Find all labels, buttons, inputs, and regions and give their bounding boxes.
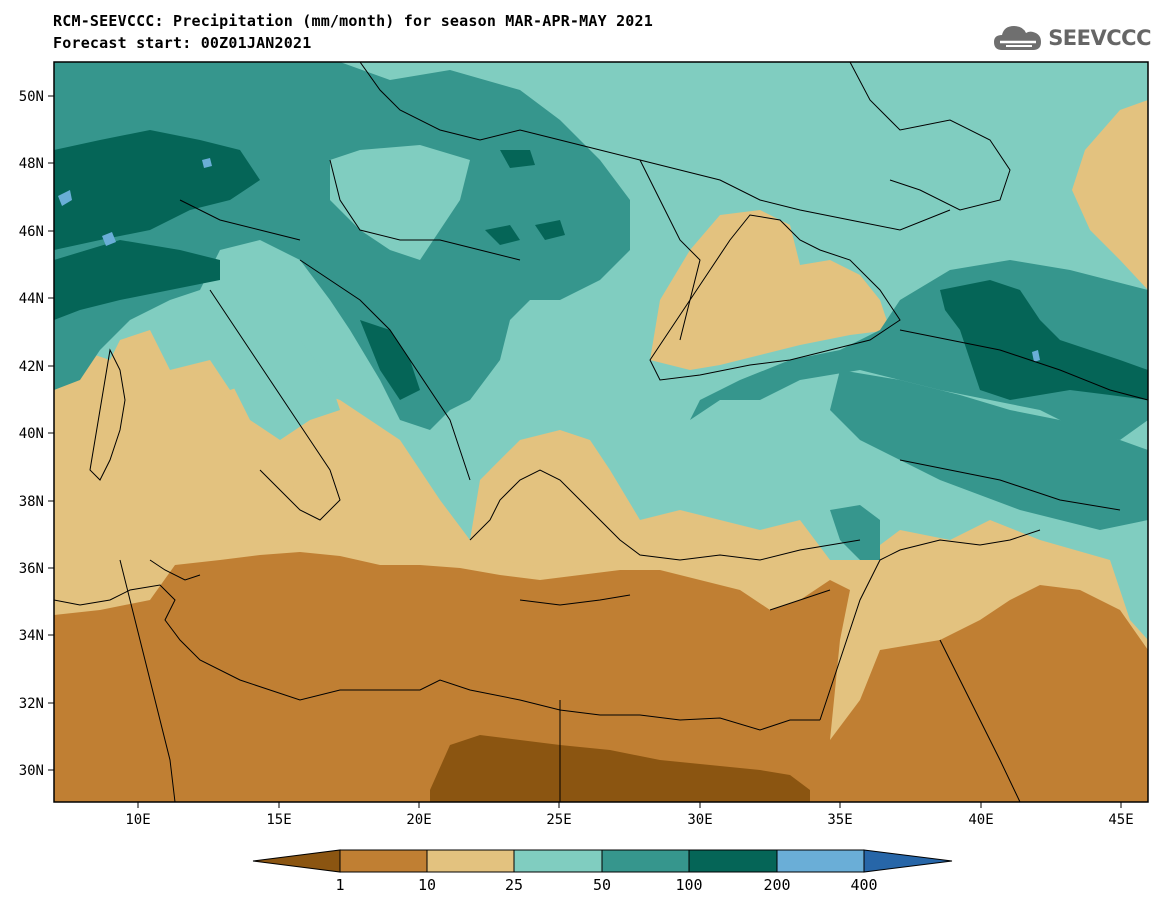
lon-label-20e: 20E bbox=[406, 812, 431, 828]
lat-label-46n: 46N bbox=[19, 224, 44, 240]
lon-label-30e: 30E bbox=[687, 812, 712, 828]
lon-label-10e: 10E bbox=[125, 812, 150, 828]
colorbar-swatch-above-400 bbox=[863, 849, 953, 873]
colorbar-swatch-below-1 bbox=[252, 849, 341, 873]
logo-text: SEEVCCC bbox=[1048, 26, 1151, 50]
lat-label-34n: 34N bbox=[19, 628, 44, 644]
colorbar-label: 200 bbox=[763, 876, 790, 894]
colorbar-label: 10 bbox=[418, 876, 436, 894]
lon-label-15e: 15E bbox=[266, 812, 291, 828]
lat-label-44n: 44N bbox=[19, 291, 44, 307]
lat-label-50n: 50N bbox=[19, 89, 44, 105]
lat-label-40n: 40N bbox=[19, 426, 44, 442]
lat-label-30n: 30N bbox=[19, 763, 44, 779]
colorbar bbox=[252, 849, 953, 873]
colorbar-labels: 1 10 25 50 100 200 400 bbox=[335, 876, 877, 894]
lat-label-48n: 48N bbox=[19, 156, 44, 172]
map-title: RCM-SEEVCCC: Precipitation (mm/month) fo… bbox=[53, 12, 653, 30]
longitude-axis: 10E 15E 20E 25E 30E 35E 40E 45E bbox=[125, 802, 1134, 828]
lon-label-35e: 35E bbox=[827, 812, 852, 828]
forecast-start-subtitle: Forecast start: 00Z01JAN2021 bbox=[53, 34, 312, 52]
colorbar-swatch-200-400 bbox=[776, 849, 865, 873]
lon-label-45e: 45E bbox=[1108, 812, 1133, 828]
coastlines bbox=[54, 62, 1148, 802]
colorbar-label: 25 bbox=[505, 876, 523, 894]
colorbar-label: 400 bbox=[850, 876, 877, 894]
seevccc-logo: SEEVCCC bbox=[992, 22, 1151, 54]
colorbar-swatch-1-10 bbox=[339, 849, 428, 873]
colorbar-label: 1 bbox=[335, 876, 344, 894]
lon-label-40e: 40E bbox=[968, 812, 993, 828]
colorbar-label: 50 bbox=[593, 876, 611, 894]
colorbar-label: 100 bbox=[675, 876, 702, 894]
colorbar-swatch-10-25 bbox=[426, 849, 515, 873]
lat-label-36n: 36N bbox=[19, 561, 44, 577]
lon-label-25e: 25E bbox=[546, 812, 571, 828]
colorbar-swatch-50-100 bbox=[601, 849, 690, 873]
latitude-axis: 50N 48N 46N 44N 42N 40N 38N 36N 34N 32N … bbox=[19, 89, 54, 779]
colorbar-swatch-25-50 bbox=[513, 849, 603, 873]
colorbar-swatch-100-200 bbox=[688, 849, 778, 873]
cloud-icon bbox=[994, 26, 1042, 50]
lat-label-38n: 38N bbox=[19, 494, 44, 510]
map-frame bbox=[53, 61, 1149, 803]
map-field bbox=[54, 62, 1148, 802]
lat-label-32n: 32N bbox=[19, 696, 44, 712]
lat-label-42n: 42N bbox=[19, 359, 44, 375]
